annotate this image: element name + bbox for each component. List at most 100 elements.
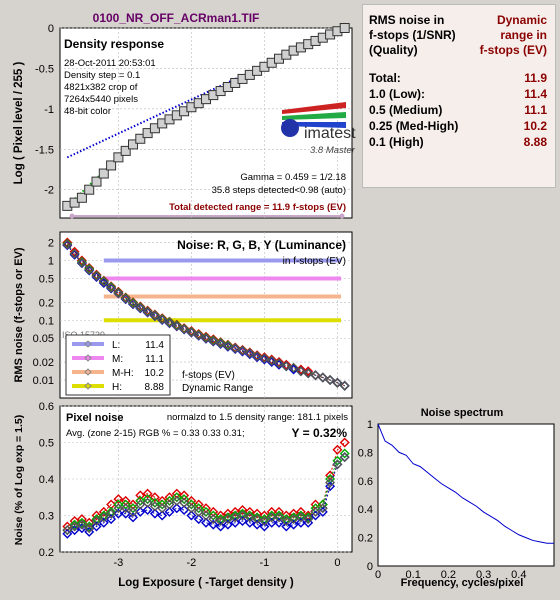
pixel-luminance-point bbox=[310, 506, 321, 517]
pixel-luminance-point bbox=[62, 525, 73, 536]
range-arrow-end bbox=[69, 213, 75, 219]
legend-marker bbox=[84, 368, 92, 376]
noise-note-range: Dynamic Range bbox=[182, 383, 254, 394]
noise-note-fstops: f-stops (EV) bbox=[182, 370, 235, 381]
pixel-luminance-point bbox=[281, 515, 292, 526]
logo-circle bbox=[281, 119, 299, 137]
pixel-avg: Avg. (zone 2-15) RGB % = 0.33 0.33 0.31; bbox=[66, 428, 245, 439]
pixel-blue-point bbox=[288, 519, 299, 530]
pixel-green-point bbox=[120, 499, 131, 510]
pixel-luminance-point bbox=[222, 514, 233, 525]
noise-blue-point bbox=[266, 357, 277, 368]
noise-blue-point bbox=[98, 278, 109, 289]
x-tick-label: 0.4 bbox=[511, 569, 526, 581]
noise-luminance-point bbox=[142, 306, 153, 317]
row-value: 11.1 bbox=[524, 103, 547, 117]
legend-value: 10.2 bbox=[145, 368, 165, 379]
pixel-green-point bbox=[208, 510, 219, 521]
noise-luminance-point bbox=[193, 330, 204, 341]
pixel-blue-point bbox=[237, 515, 248, 526]
row-value: 10.2 bbox=[523, 119, 547, 133]
y-tick-label: 0.1 bbox=[39, 315, 54, 327]
legend-label: M: bbox=[112, 354, 123, 365]
y-tick-label: 0.3 bbox=[39, 511, 54, 523]
dynamic-range-table: RMS noise in f-stops (1/SNR) (Quality) D… bbox=[362, 4, 556, 188]
pixel-luminance-point bbox=[259, 515, 270, 526]
pixel-red-point bbox=[135, 490, 146, 501]
pixel-green-point bbox=[113, 499, 124, 510]
pixel-green-point bbox=[201, 506, 211, 517]
pixel-luminance-point bbox=[76, 519, 87, 530]
y-tick-label: 0.4 bbox=[39, 474, 54, 486]
pixel-blue-point bbox=[215, 521, 226, 532]
x-tick-label: 0.3 bbox=[476, 569, 491, 581]
y-tick-label: -1.5 bbox=[35, 144, 54, 156]
y-tick-label: -1 bbox=[44, 104, 54, 116]
pixel-blue-point bbox=[171, 503, 182, 514]
logo-stripe-green bbox=[282, 112, 346, 120]
y-tick-label: 0.5 bbox=[39, 273, 54, 285]
noise-thresholds bbox=[103, 258, 342, 323]
noise-luminance-point bbox=[281, 361, 292, 372]
pixel-red-point bbox=[332, 444, 343, 455]
density-markers bbox=[62, 23, 350, 211]
x-tick-label: 0.1 bbox=[406, 569, 421, 581]
table-header-range: Dynamic range in f-stops (EV) bbox=[480, 13, 547, 58]
pixel-blue-point bbox=[222, 519, 233, 530]
density-marker bbox=[135, 133, 146, 144]
pixel-blue-point bbox=[91, 521, 102, 532]
y-tick-label: 0.6 bbox=[358, 476, 373, 488]
noise-luminance-point bbox=[303, 368, 314, 379]
row-value: 11.4 bbox=[524, 87, 547, 101]
y-tick-label: 0.02 bbox=[33, 357, 54, 369]
pixel-red-point bbox=[149, 492, 160, 503]
noise-luminance-point bbox=[120, 293, 131, 304]
noise-series bbox=[62, 237, 350, 391]
pixel-red-point bbox=[252, 508, 263, 519]
pixel-norm: normalzd to 1.5 density range: 181.1 pix… bbox=[167, 412, 348, 423]
density-marker bbox=[76, 192, 87, 203]
pixel-series bbox=[62, 437, 350, 539]
pixel-blue-point bbox=[274, 517, 284, 528]
pixel-blue-point bbox=[98, 517, 109, 528]
y-tick-label: 0.8 bbox=[358, 447, 373, 459]
pixel-red-point bbox=[113, 494, 124, 505]
noise-luminance-point bbox=[325, 375, 336, 386]
legend-value: 8.88 bbox=[145, 382, 165, 393]
pixel-green-point bbox=[84, 521, 95, 532]
noise-luminance-point bbox=[171, 321, 182, 332]
pixel-luminance-point bbox=[84, 523, 95, 534]
noise-luminance-point bbox=[69, 248, 80, 259]
pixel-yticks: 0.6 0.5 0.4 0.3 0.2 bbox=[39, 401, 54, 559]
density-marker bbox=[84, 184, 95, 195]
logo-text: imatest bbox=[304, 125, 356, 142]
pixel-luminance-point bbox=[303, 514, 314, 525]
pixel-luminance-point bbox=[128, 506, 138, 517]
noise-luminance-point bbox=[98, 276, 109, 287]
pixel-luminance-point bbox=[339, 452, 350, 463]
spectrum-title: Noise spectrum bbox=[421, 407, 504, 419]
spectrum-line bbox=[377, 423, 554, 544]
total-range-text: Total detected range = 11.9 f-stops (EV) bbox=[169, 202, 346, 213]
info-line: 7264x5440 pixels bbox=[64, 94, 138, 105]
noise-panel: ISO 15739 Noise: R, G, B, Y (Luminance) … bbox=[13, 231, 353, 399]
noise-subtitle: in f-stops (EV) bbox=[283, 256, 346, 267]
noise-luminance-point bbox=[222, 341, 233, 352]
pixel-luminance-point bbox=[106, 508, 117, 519]
pixel-luminance-point bbox=[120, 503, 131, 514]
pixel-red-point bbox=[339, 437, 350, 448]
table-row: 1.0 (Low): 11.4 bbox=[369, 87, 547, 103]
row-label: 0.25 (Med-High) bbox=[369, 119, 459, 133]
pixel-luminance-point bbox=[201, 510, 211, 521]
noise-luminance-point bbox=[157, 314, 168, 325]
spectrum-xticks: 0 0.1 0.2 0.3 0.4 bbox=[375, 569, 527, 581]
noise-legend: L: 11.4 M: 11.1 M-H: 10.2 H: 8.88 bbox=[65, 334, 171, 396]
gamma-text: Gamma = 0.459 = 1/2.18 bbox=[240, 172, 346, 183]
noise-ylabel: RMS noise (f-stops or EV) bbox=[13, 247, 25, 382]
file-title: 0100_NR_OFF_ACRman1.TIF bbox=[93, 11, 260, 25]
y-tick-label: 1 bbox=[48, 256, 54, 268]
header-line: range in bbox=[500, 28, 547, 42]
pixel-luminance-point bbox=[142, 497, 153, 508]
pixel-luminance-point bbox=[98, 512, 109, 523]
legend-value: 11.4 bbox=[145, 340, 164, 351]
